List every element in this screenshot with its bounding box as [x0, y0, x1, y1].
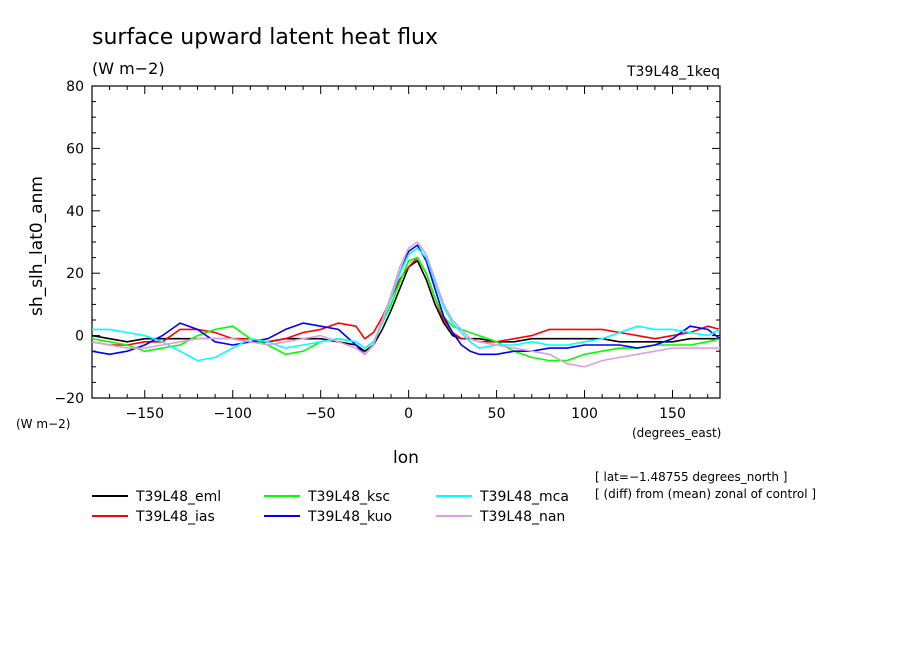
legend-label: T39L48_ias: [135, 509, 215, 525]
y-tick-label: 80: [66, 79, 84, 95]
y-tick-label: 20: [66, 266, 84, 282]
y-tick-label: 60: [66, 141, 84, 157]
title-units: (W m−2): [92, 59, 165, 78]
legend: T39L48_eml T39L48_ias T39L48_ksc T39L48_kuo…: [92, 489, 569, 525]
series-line-T39L48_eml: [91, 259, 720, 353]
series-line-T39L48_ksc: [91, 256, 721, 362]
y-axis-units: (W m−2): [16, 417, 70, 431]
y-axis-label: sh_slh_lat0_anm: [27, 176, 47, 316]
x-tick-label: −100: [214, 406, 252, 422]
legend-label: T39L48_mca: [479, 489, 569, 505]
y-axis: −20 0 20 40 60 80: [54, 79, 720, 407]
x-tick-label: 0: [404, 406, 413, 422]
x-tick-label: −150: [126, 406, 164, 422]
series-line-T39L48_nan: [91, 241, 720, 368]
x-axis: −150 −100 −50 0 50 100 150: [91, 86, 709, 422]
x-tick-label: −50: [306, 406, 336, 422]
legend-label: T39L48_eml: [135, 489, 221, 505]
y-tick-label: 0: [75, 329, 84, 345]
note-latitude: [ lat=−1.48755 degrees_north ]: [595, 470, 787, 484]
x-axis-label: lon: [393, 448, 419, 468]
series-line-T39L48_ias: [91, 256, 721, 346]
plot-frame: [91, 85, 721, 399]
x-tick-label: 150: [659, 406, 686, 422]
chart-title: surface upward latent heat flux: [92, 25, 438, 50]
experiment-label: T39L48_1keq: [626, 64, 720, 80]
x-tick-label: 50: [488, 406, 506, 422]
y-tick-label: 40: [66, 204, 84, 220]
x-axis-units: (degrees_east): [632, 426, 721, 440]
series-group: [91, 241, 721, 368]
y-tick-label: −20: [54, 391, 84, 407]
legend-label: T39L48_nan: [479, 509, 565, 525]
legend-label: T39L48_ksc: [307, 489, 390, 505]
series-line-T39L48_kuo: [91, 244, 721, 356]
x-tick-label: 100: [571, 406, 598, 422]
series-line-T39L48_mca: [92, 247, 721, 362]
legend-label: T39L48_kuo: [307, 509, 392, 525]
note-diff: [ (diff) from (mean) zonal of control ]: [595, 487, 816, 501]
